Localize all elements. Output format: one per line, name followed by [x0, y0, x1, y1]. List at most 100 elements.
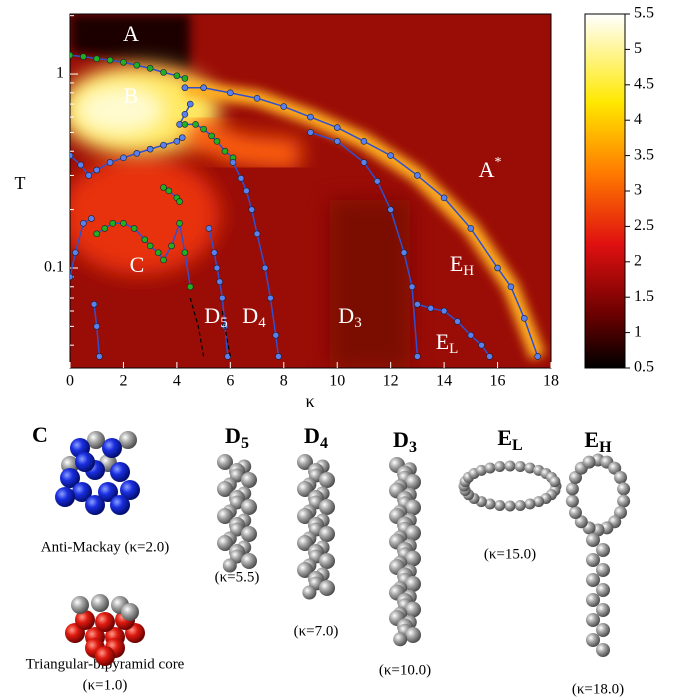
data-point — [80, 220, 86, 226]
bead — [319, 553, 335, 569]
bead — [617, 482, 630, 495]
data-point — [222, 148, 228, 154]
bead — [494, 461, 505, 472]
data-point — [193, 121, 199, 127]
data-point — [131, 225, 137, 231]
bead — [405, 525, 421, 541]
data-point — [147, 65, 153, 71]
panel-label: EH — [584, 427, 612, 456]
data-point — [262, 265, 268, 271]
bead — [505, 501, 516, 512]
panel-caption: Anti-Mackay (κ=2.0) — [41, 539, 169, 555]
data-point — [182, 121, 188, 127]
data-point — [219, 295, 225, 301]
data-point — [91, 301, 97, 307]
bead — [596, 623, 610, 637]
data-point — [179, 135, 185, 141]
bead — [241, 472, 257, 488]
x-tick-label: 14 — [436, 373, 452, 390]
panel-label-sub: L — [512, 437, 523, 454]
bead — [95, 612, 115, 632]
data-point — [414, 301, 420, 307]
data-point — [67, 274, 73, 280]
data-point — [414, 353, 420, 359]
x-tick-label: 4 — [173, 373, 181, 390]
data-point — [217, 279, 223, 285]
data-point — [86, 172, 92, 178]
data-point — [155, 250, 161, 256]
bead — [586, 553, 600, 567]
data-point — [110, 220, 116, 226]
data-point — [273, 332, 279, 338]
data-point — [161, 142, 167, 148]
bead — [405, 551, 421, 567]
region-label: C — [130, 252, 145, 277]
region-label-text: C — [130, 252, 145, 277]
panel-caption: (κ=15.0) — [484, 546, 536, 562]
data-point — [361, 138, 367, 144]
panel-label-text: D — [304, 423, 320, 448]
data-point — [102, 225, 108, 231]
bead — [596, 583, 610, 597]
data-point — [182, 75, 188, 81]
data-point — [72, 250, 78, 256]
x-axis-label: κ — [305, 391, 314, 411]
data-point — [88, 215, 94, 221]
data-point — [94, 56, 100, 62]
data-point — [468, 225, 474, 231]
panel-label: D4 — [304, 423, 328, 452]
data-point — [441, 308, 447, 314]
colorbar-tick-label: 5 — [634, 40, 642, 57]
bead — [596, 643, 610, 657]
y-axis-label: T — [15, 173, 26, 193]
x-tick-label: 6 — [226, 373, 234, 390]
data-point — [161, 257, 167, 263]
x-tick-label: 0 — [66, 373, 74, 390]
data-point — [147, 243, 153, 249]
data-point — [227, 90, 233, 96]
region-label-sub: H — [463, 263, 474, 279]
data-point — [161, 185, 167, 191]
data-point — [142, 237, 148, 243]
bead — [549, 476, 560, 487]
data-point — [166, 188, 172, 194]
bead — [405, 627, 421, 643]
data-point — [120, 59, 126, 65]
bead — [617, 495, 630, 508]
panel-label-sub: H — [599, 439, 612, 456]
x-tick-label: 2 — [119, 373, 127, 390]
data-point — [441, 195, 447, 201]
data-point — [275, 353, 281, 359]
x-tick-label: 10 — [329, 373, 345, 390]
data-point — [267, 295, 273, 301]
bead — [75, 452, 95, 472]
data-point — [147, 146, 153, 152]
data-point — [161, 69, 167, 75]
panel-caption: (κ=10.0) — [379, 662, 431, 678]
colorbar-tick-label: 4 — [634, 111, 642, 128]
colorbar-tick-label: 4.5 — [634, 75, 654, 92]
x-tick-label: 8 — [280, 373, 288, 390]
bead — [586, 573, 600, 587]
data-point — [67, 153, 73, 159]
data-point — [388, 207, 394, 213]
colorbar-tick-label: 5.5 — [634, 5, 654, 22]
bead — [614, 471, 627, 484]
bead — [596, 563, 610, 577]
bead — [102, 438, 122, 458]
panel-label-text: D — [393, 427, 409, 452]
bead — [91, 594, 109, 612]
data-point — [230, 159, 236, 165]
data-point — [177, 220, 183, 226]
colorbar-tick-label: 1.5 — [634, 288, 654, 305]
data-point — [308, 129, 314, 135]
data-point — [96, 353, 102, 359]
data-point — [211, 250, 217, 256]
data-point — [177, 199, 183, 205]
x-tick-label: 18 — [543, 373, 559, 390]
bead — [393, 632, 407, 646]
data-point — [334, 125, 340, 131]
bead — [223, 559, 237, 573]
data-point — [94, 323, 100, 329]
data-point — [182, 85, 188, 91]
